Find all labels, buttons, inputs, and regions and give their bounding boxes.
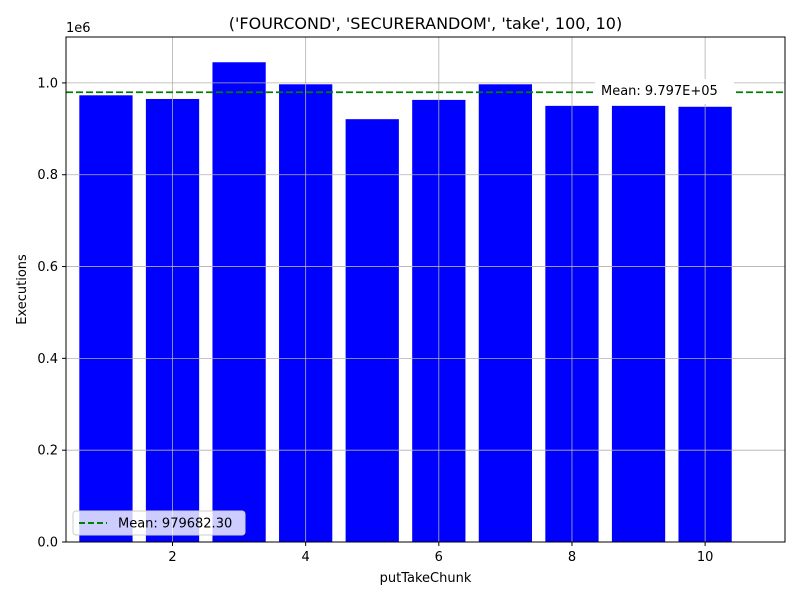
bar-7 <box>478 84 533 542</box>
y-tick-label: 0.4 <box>37 352 58 367</box>
bars <box>79 62 732 543</box>
y-tick-label: 0.6 <box>37 260 58 275</box>
x-tick-label: 4 <box>302 550 310 565</box>
y-tick-label: 0.2 <box>37 444 58 459</box>
bar-1 <box>79 95 133 543</box>
bar-9 <box>611 105 666 542</box>
legend-box <box>72 510 246 536</box>
x-tick-label: 2 <box>168 550 176 565</box>
mean-annotation-text: Mean: 9.797E+05 <box>601 84 718 99</box>
x-axis-ticks: 2 4 6 8 10 <box>168 542 713 565</box>
y-axis-title: Executions <box>15 254 30 325</box>
chart-title: ('FOURCOND', 'SECURERANDOM', 'take', 100… <box>229 14 622 33</box>
x-tick-label: 6 <box>435 550 443 565</box>
bar-3 <box>212 62 266 542</box>
legend: Mean: 979682.30 <box>72 510 246 536</box>
y-tick-label: 0.0 <box>37 536 58 551</box>
y-axis-offset-label: 1e6 <box>66 21 91 36</box>
axes-frame <box>65 36 786 543</box>
mean-annotation: Mean: 9.797E+05 <box>595 79 734 104</box>
x-tick-label: 10 <box>697 550 714 565</box>
x-tick-label: 8 <box>568 550 576 565</box>
y-axis-ticks: 0.0 0.2 0.4 0.6 0.8 1.0 <box>37 76 66 551</box>
mean-annotation-background <box>595 79 734 104</box>
x-axis-title: putTakeChunk <box>380 571 472 586</box>
legend-mean-label: Mean: 979682.30 <box>118 517 232 532</box>
bar-5 <box>345 119 399 542</box>
y-tick-label: 0.8 <box>37 168 58 183</box>
y-tick-label: 1.0 <box>37 76 58 91</box>
